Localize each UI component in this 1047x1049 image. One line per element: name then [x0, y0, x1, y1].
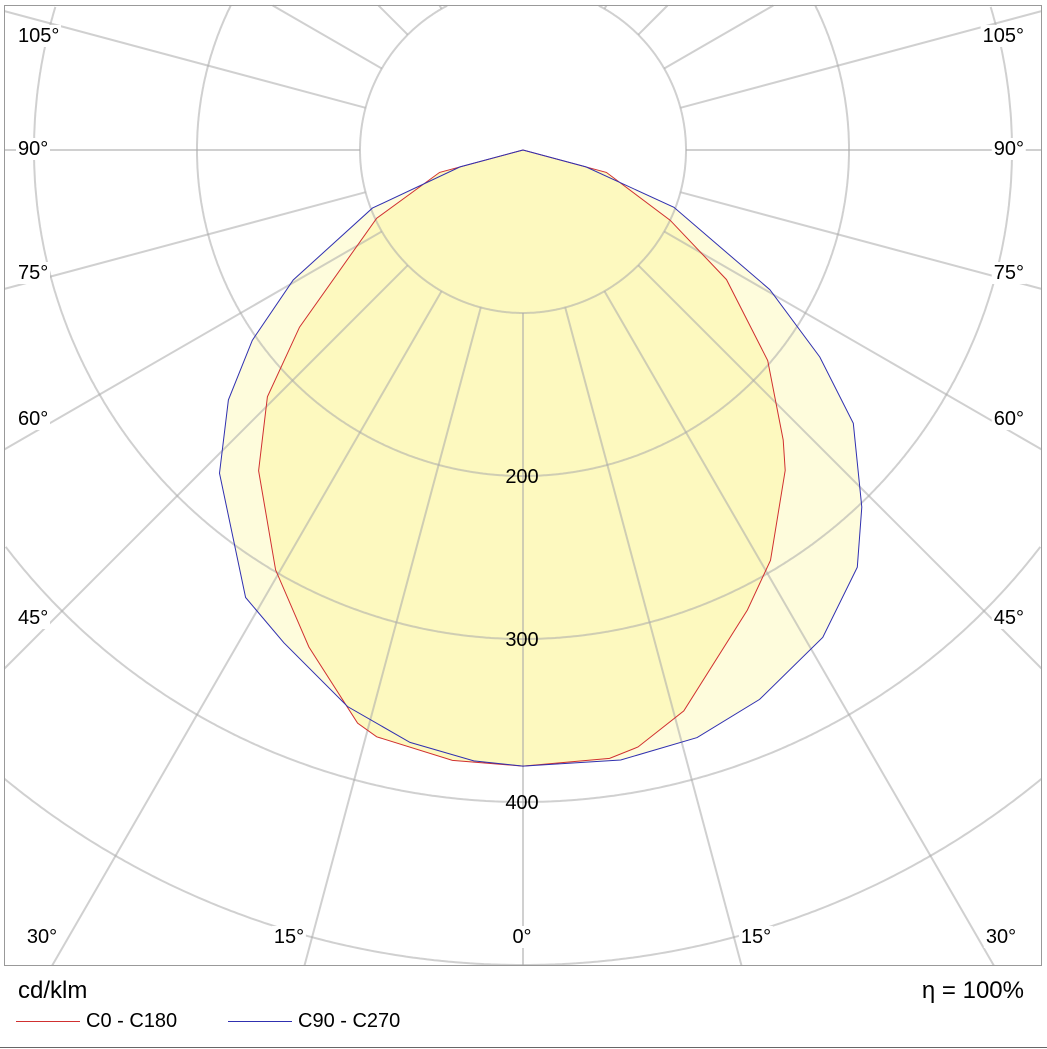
grid-radial-240	[272, 4, 383, 70]
angle-label-right-75: 75°	[991, 262, 1026, 284]
grid-radial-120	[663, 4, 774, 70]
angle-label-left-45: 45°	[16, 607, 51, 629]
angle-label-bottom-15-left: 15°	[271, 926, 307, 948]
grid-radial-330	[51, 290, 443, 966]
grid-radial-30	[603, 290, 995, 966]
grid-radial-60	[663, 230, 1043, 451]
grid-radial-300	[3, 230, 383, 451]
grid-radial-15	[564, 307, 743, 966]
grid-radial-285	[4, 191, 366, 290]
grid-radial-255	[4, 10, 366, 109]
series-line-1	[218, 149, 863, 767]
series-line-0	[258, 149, 786, 767]
polar-grid	[3, 4, 1043, 966]
radial-label-200: 200	[505, 466, 539, 488]
angle-label-right-90: 90°	[991, 138, 1026, 160]
angle-label-left-60: 60°	[16, 408, 51, 430]
grid-radial-225	[377, 4, 409, 36]
angle-label-left-75: 75°	[16, 262, 51, 284]
series-lines	[218, 149, 863, 767]
legend-label: C90 - C270	[298, 1010, 401, 1032]
grid-radial-345	[303, 307, 482, 966]
angle-label-right-60: 60°	[991, 408, 1026, 430]
legend-item-c0-c180: C0 - C180	[16, 1009, 177, 1033]
grid-radial-135	[637, 4, 669, 36]
grid-radial-150	[603, 5, 608, 10]
legend-line-blue	[228, 1020, 292, 1022]
angle-label-right-105: 105°	[980, 25, 1026, 47]
legend-label: C0 - C180	[86, 1010, 178, 1032]
angle-label-left-105: 105°	[16, 25, 62, 47]
angle-label-left-90: 90°	[16, 138, 51, 160]
angle-label-bottom-30-left: 30°	[24, 926, 60, 948]
grid-radial-315	[3, 264, 409, 670]
unit-label: cd/klm	[18, 977, 88, 1004]
grid-radial-210	[438, 5, 443, 10]
angle-label-bottom-30-right: 30°	[983, 926, 1019, 948]
angle-label-right-45: 45°	[991, 607, 1026, 629]
legend-item-c90-c270: C90 - C270	[228, 1009, 400, 1033]
efficiency-label: η = 100%	[921, 977, 1024, 1004]
series-fill-0	[258, 150, 786, 767]
series-fills	[219, 150, 862, 767]
angle-label-bottom-15-right: 15°	[738, 926, 774, 948]
grid-radial-75	[680, 191, 1042, 290]
angle-label-bottom-0: 0°	[510, 926, 534, 948]
plot-frame	[4, 5, 1042, 966]
radial-label-400: 400	[505, 792, 539, 814]
radial-label-300: 300	[505, 629, 539, 651]
legend-line-red	[16, 1020, 80, 1022]
grid-radial-45	[637, 264, 1043, 670]
